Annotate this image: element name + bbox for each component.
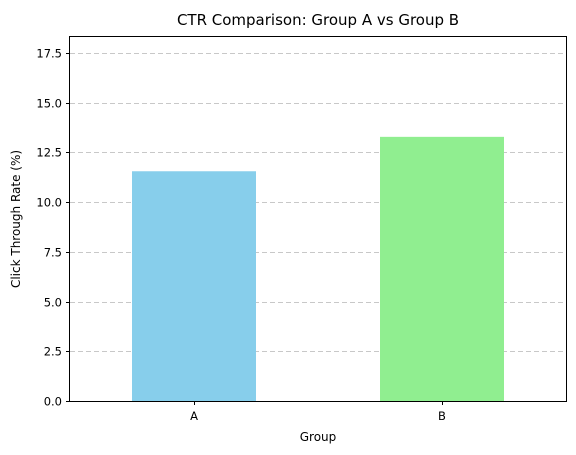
y-tick-label: 10.0 — [36, 196, 62, 210]
y-tick-label: 15.0 — [36, 97, 62, 111]
plot-frame — [69, 36, 567, 402]
chart-title: CTR Comparison: Group A vs Group B — [177, 11, 459, 29]
y-axis-label: Click Through Rate (%) — [9, 150, 23, 288]
y-axis-ticks: 0.0 2.5 5.0 7.5 10.0 12.5 15.0 17.5 — [36, 47, 70, 409]
y-tick-label: 17.5 — [36, 47, 62, 61]
x-tick-label-b: B — [438, 409, 446, 423]
bars — [132, 136, 504, 401]
y-tick-label: 5.0 — [44, 296, 62, 310]
y-tick-label: 7.5 — [44, 246, 62, 260]
x-axis-label: Group — [300, 430, 337, 444]
bar-b — [380, 136, 504, 401]
y-tick-label: 2.5 — [44, 345, 62, 359]
y-tick-label: 0.0 — [44, 395, 62, 409]
y-tick-label: 12.5 — [36, 146, 62, 160]
bar-a — [132, 171, 256, 401]
x-tick-label-a: A — [190, 409, 198, 423]
